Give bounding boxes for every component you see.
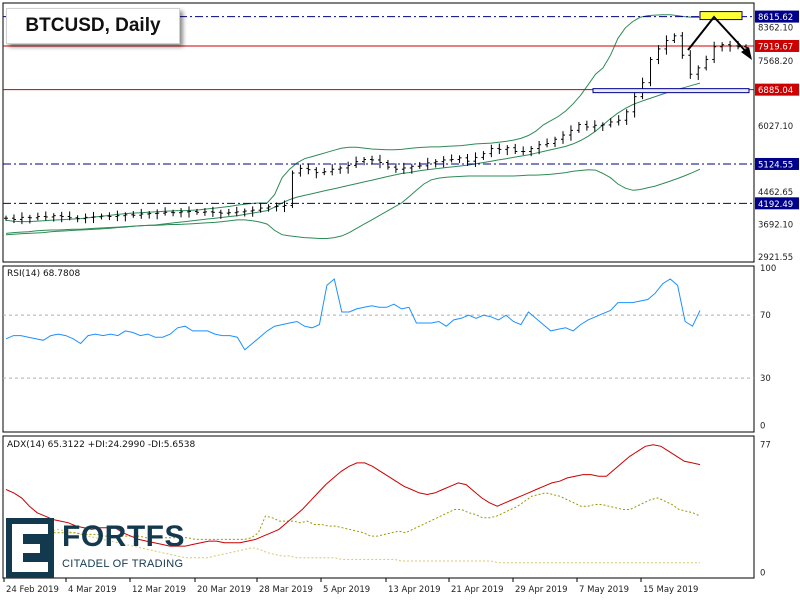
price-level-label-0: 8615.62 xyxy=(758,13,793,23)
resistance-zone-marker xyxy=(699,11,743,21)
price-level-tag-2 xyxy=(755,83,799,96)
reversal-arrow-path xyxy=(687,15,751,57)
adx-panel-frame xyxy=(2,435,755,579)
price-level-tag-1 xyxy=(755,39,799,52)
logo-tagline: CITADEL OF TRADING xyxy=(62,558,184,570)
date-tick-label-3: 20 Mar 2019 xyxy=(197,585,251,595)
axis-labels: 8615.62 7919.67 6885.04 5124.55 4192.49 8362.… xyxy=(3,10,799,595)
price-level-label-3: 5124.55 xyxy=(758,160,793,170)
date-tick-label-6: 13 Apr 2019 xyxy=(388,585,441,595)
logo-name: FORTFS xyxy=(62,520,185,553)
date-tick-label-8: 29 Apr 2019 xyxy=(515,585,568,595)
chart-title: BTCUSD, Daily xyxy=(6,8,180,44)
adx-tick-label-0: 77 xyxy=(760,441,771,451)
di-plus-line xyxy=(5,492,701,540)
adx-indicator-label: ADX(14) 65.3122 +DI:24.2990 -DI:5.6538 xyxy=(7,440,196,450)
fortfs-logo-icon xyxy=(6,518,54,578)
rsi-panel xyxy=(3,278,754,379)
date-tick-label-1: 4 Mar 2019 xyxy=(68,585,116,595)
price-level-label-4: 4192.49 xyxy=(758,200,793,210)
date-tick-label-0: 24 Feb 2019 xyxy=(6,585,59,595)
adx-panel xyxy=(5,444,701,564)
date-tick-label-7: 21 Apr 2019 xyxy=(451,585,504,595)
rsi-line xyxy=(5,278,701,351)
price-tick-label-3: 4462.65 xyxy=(758,188,793,198)
price-level-tag-3 xyxy=(755,157,799,170)
price-level-label-1: 7919.67 xyxy=(758,42,793,52)
adx-line xyxy=(5,444,701,547)
price-tick-label-4: 3692.10 xyxy=(758,220,793,230)
price-tick-label-1: 7568.20 xyxy=(758,57,793,67)
fortfs-logo: FORTFS CITADEL OF TRADING xyxy=(6,518,186,580)
bollinger-lower-line xyxy=(5,168,701,239)
di-minus-line xyxy=(6,528,700,564)
reversal-arrow-head xyxy=(741,47,752,60)
date-tick-label-5: 5 Apr 2019 xyxy=(323,585,370,595)
rsi-tick-label-1: 70 xyxy=(760,311,771,321)
price-level-label-2: 6885.04 xyxy=(758,86,793,96)
price-level-tag-4 xyxy=(755,197,799,210)
date-tick-label-2: 12 Mar 2019 xyxy=(132,585,186,595)
rsi-tick-label-0: 100 xyxy=(760,264,776,274)
support-zone-marker xyxy=(592,88,750,94)
date-tick-label-10: 15 May 2019 xyxy=(643,585,698,595)
rsi-tick-label-2: 30 xyxy=(760,374,771,384)
adx-tick-label-1: 0 xyxy=(760,569,765,579)
price-panel xyxy=(3,11,754,239)
price-level-tag-0 xyxy=(755,10,799,23)
rsi-panel-frame xyxy=(2,265,755,433)
rsi-tick-label-3: 0 xyxy=(760,421,765,431)
rsi-indicator-label: RSI(14) 68.7808 xyxy=(7,269,80,279)
date-tick-label-4: 28 Mar 2019 xyxy=(259,585,313,595)
date-tick-label-9: 7 May 2019 xyxy=(579,585,629,595)
price-tick-label-0: 8362.10 xyxy=(758,23,793,33)
price-tick-label-2: 6027.10 xyxy=(758,122,793,132)
price-tick-label-5: 2921.55 xyxy=(758,253,793,263)
